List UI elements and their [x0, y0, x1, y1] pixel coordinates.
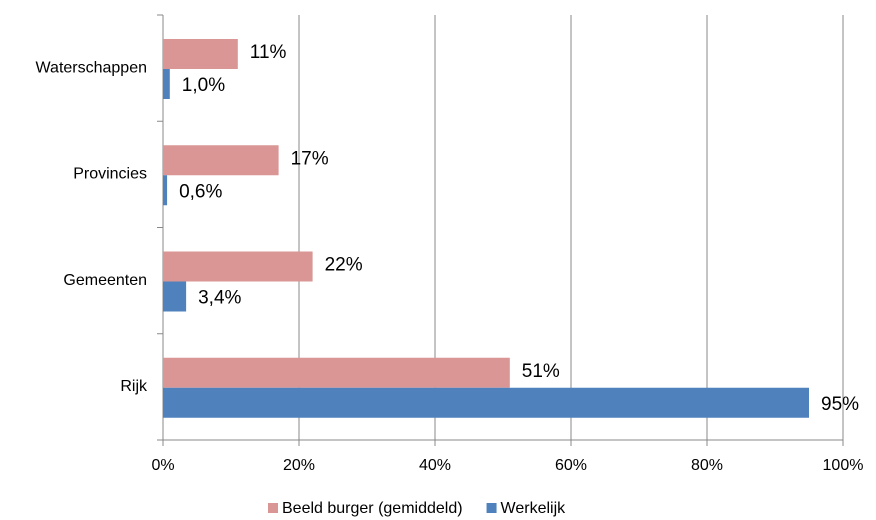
legend-label: Beeld burger (gemiddeld): [282, 500, 463, 517]
value-label: 0,6%: [179, 181, 222, 202]
x-tick-label: 100%: [823, 457, 864, 474]
bar: [163, 251, 313, 282]
bar: [163, 69, 170, 99]
bar: [163, 357, 510, 388]
value-label: 3,4%: [198, 288, 241, 309]
value-label: 17%: [291, 148, 329, 169]
x-tick-label: 40%: [419, 457, 451, 474]
x-tick-label: 0%: [151, 457, 174, 474]
y-tick-label: Rijk: [120, 378, 148, 395]
legend-label: Werkelijk: [501, 500, 567, 517]
bar: [163, 387, 809, 418]
bar: [163, 281, 187, 312]
x-tick-label: 20%: [283, 457, 315, 474]
x-tick-label: 60%: [555, 457, 587, 474]
y-tick-label: Waterschappen: [36, 59, 147, 76]
bar: [163, 175, 168, 206]
bar: [163, 145, 279, 176]
y-tick-label: Provincies: [73, 166, 147, 183]
value-label: 22%: [325, 255, 363, 276]
y-tick-label: Gemeenten: [63, 272, 147, 289]
value-label: 11%: [250, 42, 287, 63]
value-label: 1,0%: [182, 75, 225, 96]
bar: [163, 39, 238, 69]
legend-swatch: [268, 503, 278, 513]
x-tick-label: 80%: [691, 457, 723, 474]
value-label: 95%: [821, 394, 859, 415]
legend-swatch: [486, 503, 497, 513]
value-label: 51%: [522, 361, 560, 382]
